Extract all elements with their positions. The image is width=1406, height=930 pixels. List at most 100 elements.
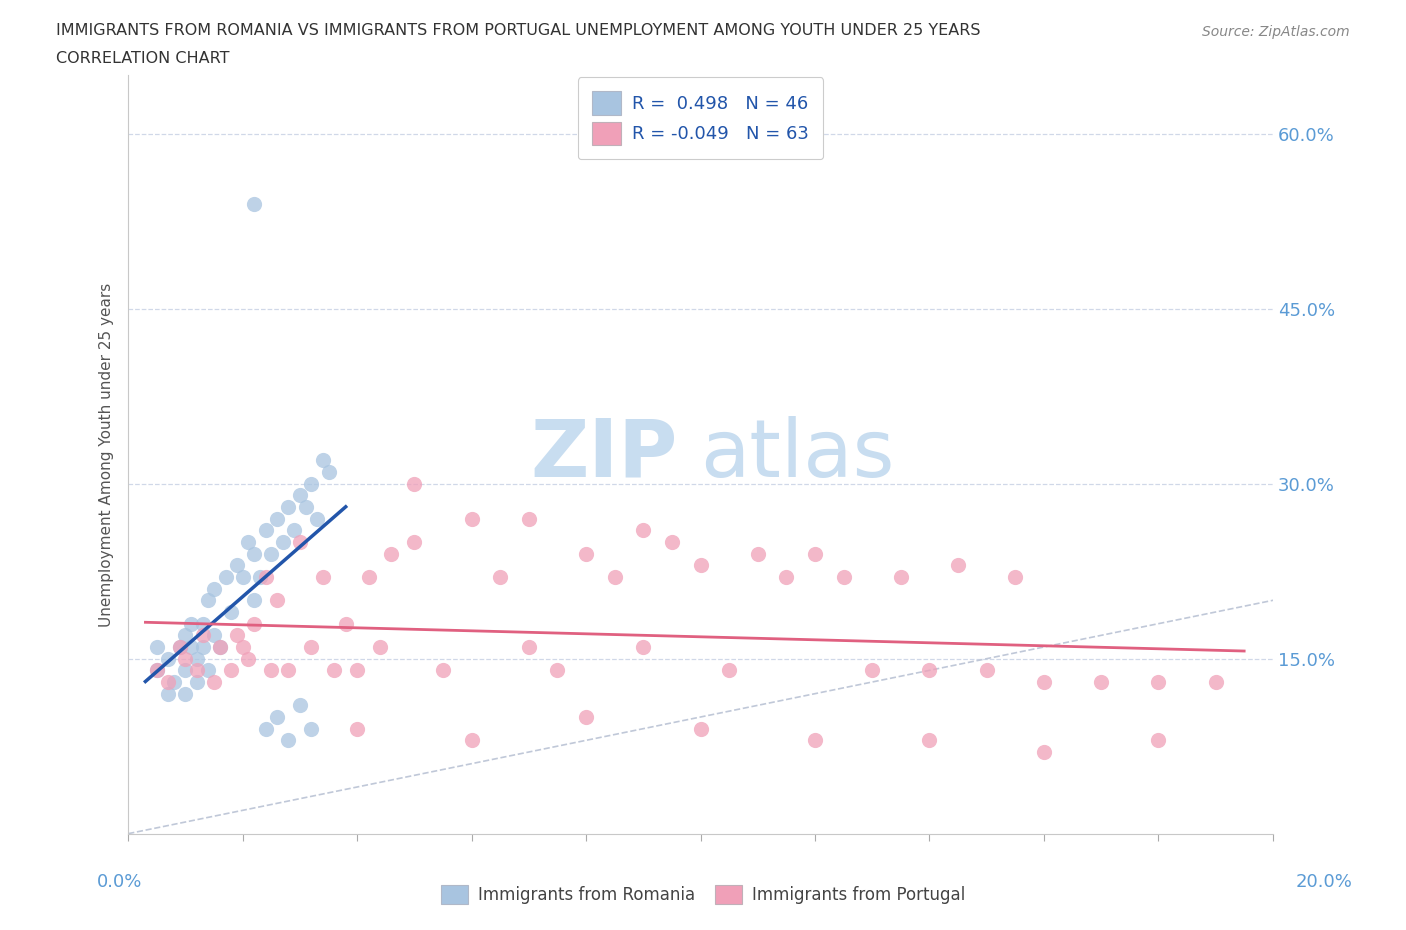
Point xyxy=(918,733,941,748)
Point xyxy=(860,663,883,678)
Point xyxy=(266,710,288,724)
Point xyxy=(254,722,277,737)
Point xyxy=(312,453,335,468)
Point xyxy=(1032,745,1054,760)
Point xyxy=(775,569,797,584)
Point xyxy=(307,512,329,526)
Point xyxy=(174,651,197,666)
Point xyxy=(180,640,202,655)
Point xyxy=(890,569,912,584)
Point xyxy=(633,640,655,655)
Point xyxy=(804,733,827,748)
Point xyxy=(633,523,655,538)
Point xyxy=(271,535,294,550)
Point xyxy=(718,663,741,678)
Point xyxy=(191,640,214,655)
Point xyxy=(288,698,311,712)
Point xyxy=(243,196,266,211)
Point xyxy=(238,651,260,666)
Point xyxy=(357,569,380,584)
Point xyxy=(517,512,540,526)
Text: ZIP: ZIP xyxy=(530,416,678,494)
Point xyxy=(689,558,711,573)
Point xyxy=(191,617,214,631)
Point xyxy=(266,512,288,526)
Point xyxy=(299,476,322,491)
Point xyxy=(299,640,322,655)
Point xyxy=(180,617,202,631)
Point xyxy=(174,628,197,643)
Point xyxy=(238,535,260,550)
Point xyxy=(266,593,288,608)
Point xyxy=(294,499,316,514)
Point xyxy=(232,640,254,655)
Point xyxy=(169,640,191,655)
Text: IMMIGRANTS FROM ROMANIA VS IMMIGRANTS FROM PORTUGAL UNEMPLOYMENT AMONG YOUTH UND: IMMIGRANTS FROM ROMANIA VS IMMIGRANTS FR… xyxy=(56,23,981,38)
Point xyxy=(277,499,299,514)
Point xyxy=(432,663,454,678)
Point xyxy=(918,663,941,678)
Point xyxy=(318,465,340,480)
Point xyxy=(404,476,426,491)
Point xyxy=(186,663,208,678)
Point xyxy=(249,569,271,584)
Point xyxy=(219,663,242,678)
Point xyxy=(191,628,214,643)
Point xyxy=(404,535,426,550)
Point xyxy=(169,640,191,655)
Point xyxy=(546,663,568,678)
Point xyxy=(661,535,683,550)
Point xyxy=(254,523,277,538)
Point xyxy=(976,663,998,678)
Point xyxy=(208,640,231,655)
Point xyxy=(174,663,197,678)
Point xyxy=(254,569,277,584)
Point xyxy=(603,569,626,584)
Point xyxy=(157,686,180,701)
Point xyxy=(804,546,827,561)
Point xyxy=(346,663,368,678)
Point xyxy=(335,617,357,631)
Point xyxy=(299,722,322,737)
Point xyxy=(146,640,169,655)
Point xyxy=(277,733,299,748)
Point xyxy=(163,674,186,689)
Point xyxy=(575,710,598,724)
Point xyxy=(226,628,249,643)
Point xyxy=(946,558,969,573)
Text: Source: ZipAtlas.com: Source: ZipAtlas.com xyxy=(1202,25,1350,39)
Point xyxy=(157,674,180,689)
Point xyxy=(174,686,197,701)
Point xyxy=(214,569,236,584)
Legend: Immigrants from Romania, Immigrants from Portugal: Immigrants from Romania, Immigrants from… xyxy=(434,878,972,910)
Text: CORRELATION CHART: CORRELATION CHART xyxy=(56,51,229,66)
Point xyxy=(489,569,512,584)
Point xyxy=(157,651,180,666)
Point xyxy=(312,569,335,584)
Point xyxy=(146,663,169,678)
Point xyxy=(197,593,219,608)
Point xyxy=(219,604,242,619)
Point xyxy=(232,569,254,584)
Point xyxy=(186,651,208,666)
Point xyxy=(202,674,225,689)
Text: atlas: atlas xyxy=(700,416,894,494)
Point xyxy=(186,674,208,689)
Point xyxy=(368,640,391,655)
Point xyxy=(460,733,482,748)
Point xyxy=(146,663,169,678)
Point xyxy=(202,581,225,596)
Point xyxy=(288,535,311,550)
Point xyxy=(208,640,231,655)
Point xyxy=(346,722,368,737)
Point xyxy=(747,546,769,561)
Point xyxy=(260,546,283,561)
Point xyxy=(283,523,305,538)
Point xyxy=(1147,733,1170,748)
Point xyxy=(260,663,283,678)
Point xyxy=(1205,674,1227,689)
Point xyxy=(243,546,266,561)
Point xyxy=(1147,674,1170,689)
Point xyxy=(288,488,311,503)
Point xyxy=(323,663,346,678)
